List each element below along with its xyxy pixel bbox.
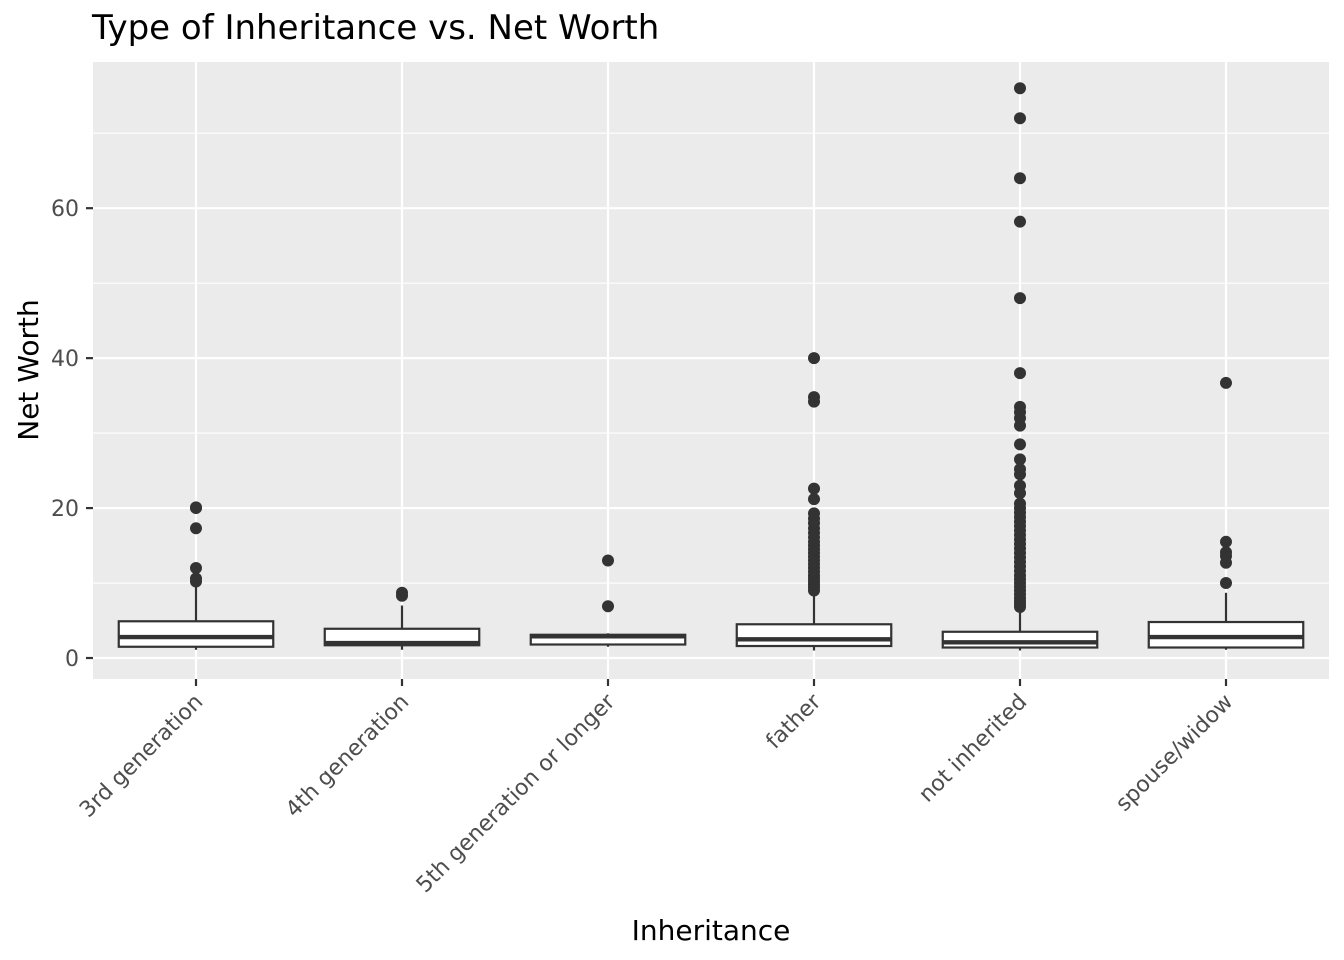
outlier-point [1220,556,1232,569]
outlier-point [190,562,202,575]
outlier-point [1014,487,1026,500]
outlier-point [1220,376,1232,389]
outlier-point [190,501,202,514]
outlier-point [190,575,202,588]
outlier-point [1014,438,1026,451]
grid-minor [93,132,1329,584]
chart-title: Type of Inheritance vs. Net Worth [92,8,660,48]
y-tick-label: 60 [51,197,79,222]
outlier-point [1014,215,1026,228]
x-tick-label: not inherited [914,690,1032,808]
x-tick-label: father [762,689,827,754]
y-axis: 0 20 40 60 [51,197,93,672]
y-tick-label: 40 [51,347,79,372]
box-series [117,82,1305,651]
y-tick-label: 0 [65,647,79,672]
box-iqr [941,630,1099,649]
y-axis-title: Net Worth [12,299,45,440]
outlier-point [1220,535,1232,548]
outlier-point [1014,468,1026,481]
outlier-point [1014,453,1026,466]
x-tick-label: 3rd generation [75,690,208,823]
box-2 [323,586,481,650]
outlier-point [808,482,820,495]
outlier-point [190,522,202,535]
box-iqr [735,623,893,648]
outlier-point [808,493,820,506]
outlier-point [602,554,614,567]
outlier-point [1014,112,1026,125]
outlier-point [1014,601,1026,614]
outlier-point [1014,292,1026,305]
outlier-point [808,395,820,408]
y-tick-label: 20 [51,497,79,522]
outlier-point [1220,577,1232,590]
x-axis-title: Inheritance [632,914,791,947]
outlier-point [396,589,408,602]
box-iqr [1147,620,1305,649]
box-5 [941,82,1099,651]
outlier-point [602,600,614,613]
grid-major [93,62,1329,679]
outlier-point [1014,82,1026,95]
box-4 [735,352,893,651]
outlier-point [1014,172,1026,185]
box-3 [529,554,687,647]
plot-panel [93,62,1329,679]
outlier-point [1014,367,1026,380]
x-tick-label: 4th generation [281,690,414,823]
x-tick-label: 5th generation or longer [412,689,621,898]
box-iqr [117,620,275,648]
outlier-point [808,584,820,597]
x-tick-label: spouse/widow [1111,690,1238,817]
outlier-point [808,352,820,365]
outlier-point [1014,419,1026,432]
box-1 [117,501,275,650]
box-6 [1147,376,1305,650]
